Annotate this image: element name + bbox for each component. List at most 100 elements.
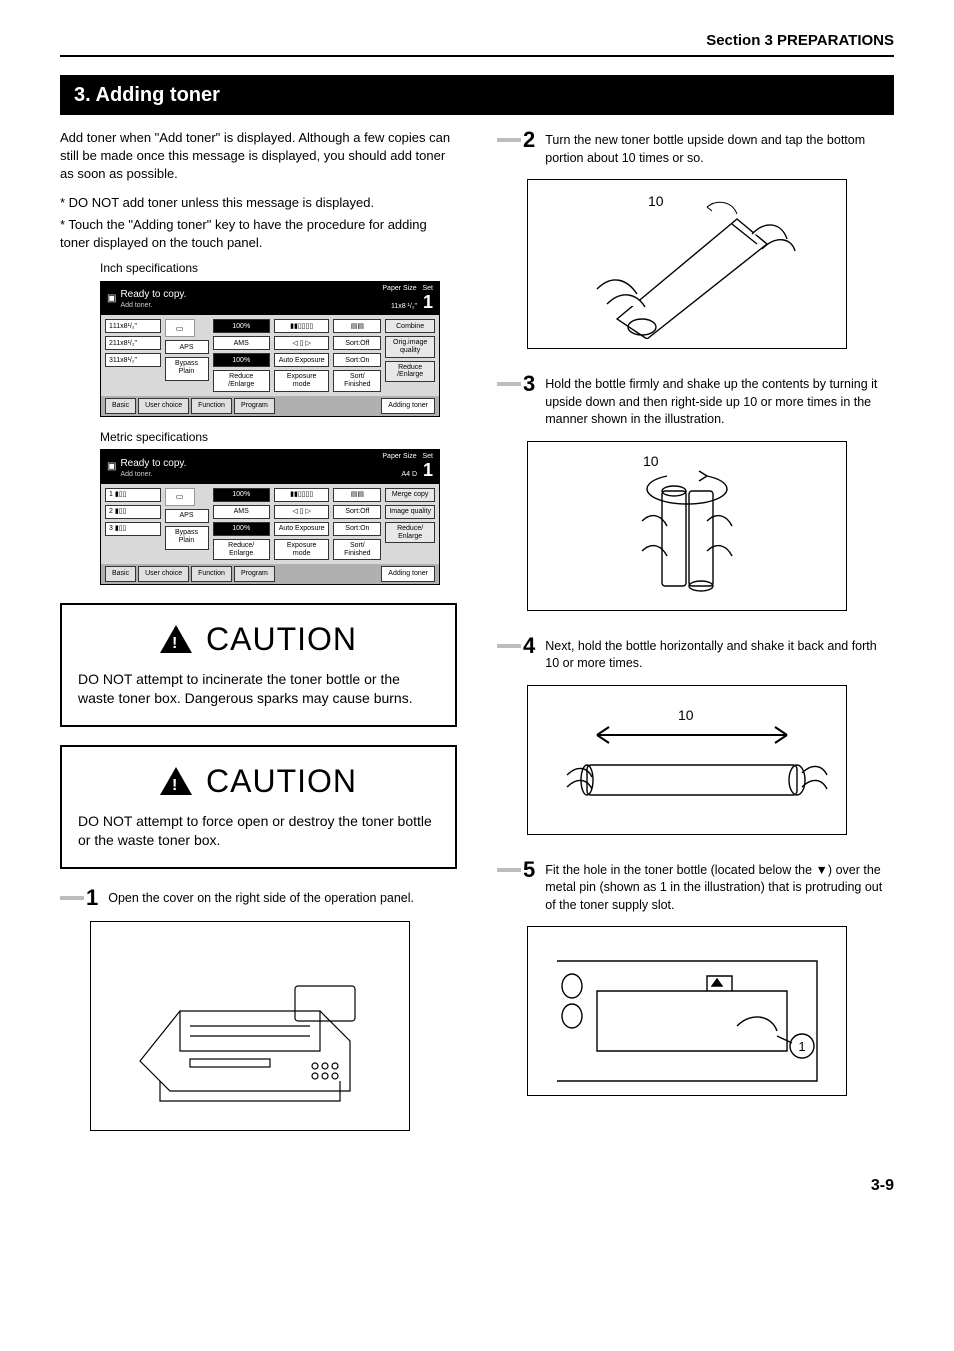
exposure-slider[interactable]: ◁ ▯ ▷: [274, 505, 330, 519]
add-toner-sub: Add toner.: [120, 471, 186, 478]
tab-basic[interactable]: Basic: [105, 398, 136, 414]
set-label: Set: [422, 285, 433, 292]
side-combine[interactable]: Combine: [385, 319, 435, 333]
side-origimage[interactable]: Orig.image quality: [385, 336, 435, 357]
caution-box-2: CAUTION DO NOT attempt to force open or …: [60, 745, 457, 869]
exposure-bar: ▮▮▯▯▯▯: [274, 319, 330, 333]
side-merge[interactable]: Merge copy: [385, 488, 435, 502]
tab-user-choice[interactable]: User choice: [138, 566, 189, 582]
side-reduce[interactable]: Reduce/ Enlarge: [385, 522, 435, 543]
pct100-button[interactable]: 100%: [213, 522, 270, 536]
page-number: 3-9: [60, 1175, 894, 1197]
orig-icon: ▭: [165, 488, 195, 506]
step-number: 1: [86, 887, 98, 909]
exposure-mode-button[interactable]: Exposure mode: [274, 370, 330, 391]
tab-adding-toner[interactable]: Adding toner: [381, 398, 435, 414]
step-5-illustration: 1: [527, 926, 847, 1096]
side-image-quality[interactable]: Image quality: [385, 505, 435, 519]
tab-basic[interactable]: Basic: [105, 566, 136, 582]
tray-2[interactable]: 2 11x8¹/₂": [105, 336, 161, 350]
tray-3[interactable]: 3 ▮▯▯: [105, 522, 161, 536]
doc-icon: ▣: [107, 460, 116, 474]
doc-icon: ▣: [107, 292, 116, 306]
step-1: 1 Open the cover on the right side of th…: [60, 887, 457, 909]
inch-spec-label: Inch specifications: [100, 260, 457, 277]
paper-size-value: A4 D: [401, 471, 417, 478]
step-2: 2 Turn the new toner bottle upside down …: [497, 129, 894, 167]
exposure-mode-button[interactable]: Exposure mode: [274, 539, 330, 560]
output-icon: ▤▤: [333, 488, 381, 502]
paper-size-label: Paper Size: [382, 285, 416, 292]
right-column: 2 Turn the new toner bottle upside down …: [497, 129, 894, 1155]
step-3-illustration: 10: [527, 441, 847, 611]
sort-finished-button[interactable]: Sort/ Finished: [333, 539, 381, 560]
sort-on-button[interactable]: Sort:On: [333, 353, 381, 367]
reduce-enlarge-button[interactable]: Reduce/ Enlarge: [213, 539, 270, 560]
pct100-button[interactable]: 100%: [213, 353, 270, 367]
aps-button[interactable]: APS: [165, 509, 209, 523]
step-4: 4 Next, hold the bottle horizontally and…: [497, 635, 894, 673]
callout-1: 1: [798, 1039, 805, 1054]
left-column: Add toner when "Add toner" is displayed.…: [60, 129, 457, 1155]
caution-text-2: DO NOT attempt to force open or destroy …: [78, 812, 439, 851]
step-3: 3 Hold the bottle firmly and shake up th…: [497, 373, 894, 429]
step-5: 5 Fit the hole in the toner bottle (loca…: [497, 859, 894, 915]
sort-finished-button[interactable]: Sort/ Finished: [333, 370, 381, 391]
tray-3[interactable]: 3 11x8¹/₂": [105, 353, 161, 367]
step-number: 3: [523, 373, 535, 395]
exposure-bar: ▮▮▯▯▯▯: [274, 488, 330, 502]
step-number: 2: [523, 129, 535, 151]
caution-text-1: DO NOT attempt to incinerate the toner b…: [78, 670, 439, 709]
tab-adding-toner[interactable]: Adding toner: [381, 566, 435, 582]
step-1-text: Open the cover on the right side of the …: [108, 887, 457, 908]
count-label: 10: [648, 192, 664, 212]
tray-1[interactable]: 1 ▮▯▯: [105, 488, 161, 502]
auto-exposure-button[interactable]: Auto Exposure: [274, 522, 330, 536]
aps-button[interactable]: APS: [165, 340, 209, 354]
ready-label: Ready to copy.: [120, 288, 186, 302]
step-number: 4: [523, 635, 535, 657]
touch-panel-metric: ▣ Ready to copy. Add toner. Paper Size S…: [100, 449, 440, 585]
paper-size-value: 11x8 ¹/₂": [391, 303, 417, 310]
auto-exposure-button[interactable]: Auto Exposure: [274, 353, 330, 367]
tab-program[interactable]: Program: [234, 398, 275, 414]
intro-paragraph: Add toner when "Add toner" is displayed.…: [60, 129, 457, 184]
sort-off-button[interactable]: Sort:Off: [333, 336, 381, 350]
tab-program[interactable]: Program: [234, 566, 275, 582]
pct-display: 100%: [213, 319, 270, 333]
count-value: 1: [423, 292, 433, 312]
tray-1[interactable]: 1 11x8¹/₂": [105, 319, 161, 333]
bypass-button[interactable]: BypassPlain: [165, 526, 209, 550]
paper-size-label: Paper Size: [382, 453, 416, 460]
count-label: 10: [678, 706, 694, 726]
sort-on-button[interactable]: Sort:On: [333, 522, 381, 536]
note-2: * Touch the "Adding toner" key to have t…: [60, 216, 457, 252]
metric-spec-label: Metric specifications: [100, 429, 457, 446]
tab-function[interactable]: Function: [191, 398, 232, 414]
tray-2[interactable]: 2 ▮▯▯: [105, 505, 161, 519]
step-2-text: Turn the new toner bottle upside down an…: [545, 129, 894, 167]
sort-off-button[interactable]: Sort:Off: [333, 505, 381, 519]
orig-icon: ▭: [165, 319, 195, 337]
tab-function[interactable]: Function: [191, 566, 232, 582]
tab-user-choice[interactable]: User choice: [138, 398, 189, 414]
step-4-illustration: 10: [527, 685, 847, 835]
warning-icon: [160, 625, 192, 653]
note-1: * DO NOT add toner unless this message i…: [60, 194, 457, 212]
step-5-text: Fit the hole in the toner bottle (locate…: [545, 859, 894, 915]
caution-heading: CAUTION: [206, 759, 357, 804]
reduce-enlarge-button[interactable]: Reduce /Enlarge: [213, 370, 270, 391]
ams-button[interactable]: AMS: [213, 505, 270, 519]
ams-button[interactable]: AMS: [213, 336, 270, 350]
step-3-text: Hold the bottle firmly and shake up the …: [545, 373, 894, 429]
side-reduce[interactable]: Reduce /Enlarge: [385, 361, 435, 382]
exposure-slider[interactable]: ◁ ▯ ▷: [274, 336, 330, 350]
bypass-button[interactable]: BypassPlain: [165, 357, 209, 381]
caution-box-1: CAUTION DO NOT attempt to incinerate the…: [60, 603, 457, 727]
count-value: 1: [423, 460, 433, 480]
pct-display: 100%: [213, 488, 270, 502]
add-toner-sub: Add toner.: [120, 302, 186, 309]
output-icon: ▤▤: [333, 319, 381, 333]
step-2-illustration: 10: [527, 179, 847, 349]
step-4-text: Next, hold the bottle horizontally and s…: [545, 635, 894, 673]
